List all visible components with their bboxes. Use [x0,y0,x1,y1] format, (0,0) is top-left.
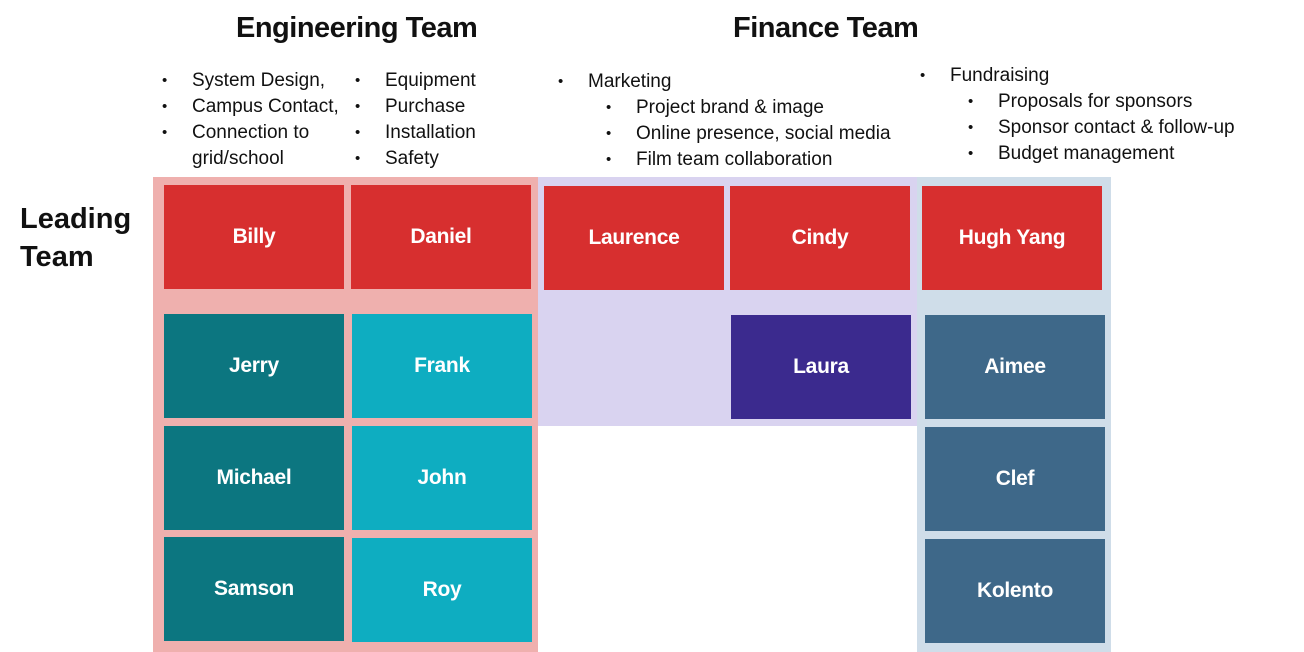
bullet-item: Installation [355,120,476,146]
bullet-item: Campus Contact, [162,94,339,120]
member-box-roy: Roy [352,538,532,642]
engineering-team-title: Engineering Team [236,12,478,44]
bullet-continuation: grid/school [192,148,284,169]
bullet-item: Purchase [355,94,476,120]
finance-team-title: Finance Team [733,12,919,44]
marketing-bullets: Marketing Project brand & image Online p… [558,69,891,173]
sub-bullet-item: Film team collaboration [558,147,891,173]
leader-box-hugh-yang: Hugh Yang [922,186,1102,290]
bullet-item: Connection to [162,120,339,146]
leading-team-label-line1: Leading [20,203,132,235]
sub-bullet-item: Proposals for sponsors [920,89,1235,115]
member-box-laura: Laura [731,315,911,419]
member-box-michael: Michael [164,426,344,530]
leading-team-label: Leading Team [20,200,131,276]
member-box-aimee: Aimee [925,315,1105,419]
bullet-item: Safety [355,146,476,172]
sub-bullet-item: Budget management [920,141,1235,167]
engineering-bullets-col2: Equipment Purchase Installation Safety [355,68,476,172]
bullet-item: Equipment [355,68,476,94]
engineering-bullets-col1: System Design, Campus Contact, Connectio… [162,68,339,172]
bullet-item: Fundraising [920,63,1235,89]
sub-bullet-item: Online presence, social media [558,121,891,147]
sub-bullet-item: Project brand & image [558,95,891,121]
leader-box-cindy: Cindy [730,186,910,290]
leader-box-laurence: Laurence [544,186,724,290]
leader-box-daniel: Daniel [351,185,531,289]
bullet-item: Marketing [558,69,891,95]
member-box-kolento: Kolento [925,539,1105,643]
member-box-frank: Frank [352,314,532,418]
leading-team-label-line2: Team [20,241,94,273]
leader-box-billy: Billy [164,185,344,289]
member-box-clef: Clef [925,427,1105,531]
sub-bullet-item: Sponsor contact & follow-up [920,115,1235,141]
bullet-item: System Design, [162,68,339,94]
fundraising-bullets: Fundraising Proposals for sponsors Spons… [920,63,1235,167]
member-box-john: John [352,426,532,530]
member-box-jerry: Jerry [164,314,344,418]
member-box-samson: Samson [164,537,344,641]
